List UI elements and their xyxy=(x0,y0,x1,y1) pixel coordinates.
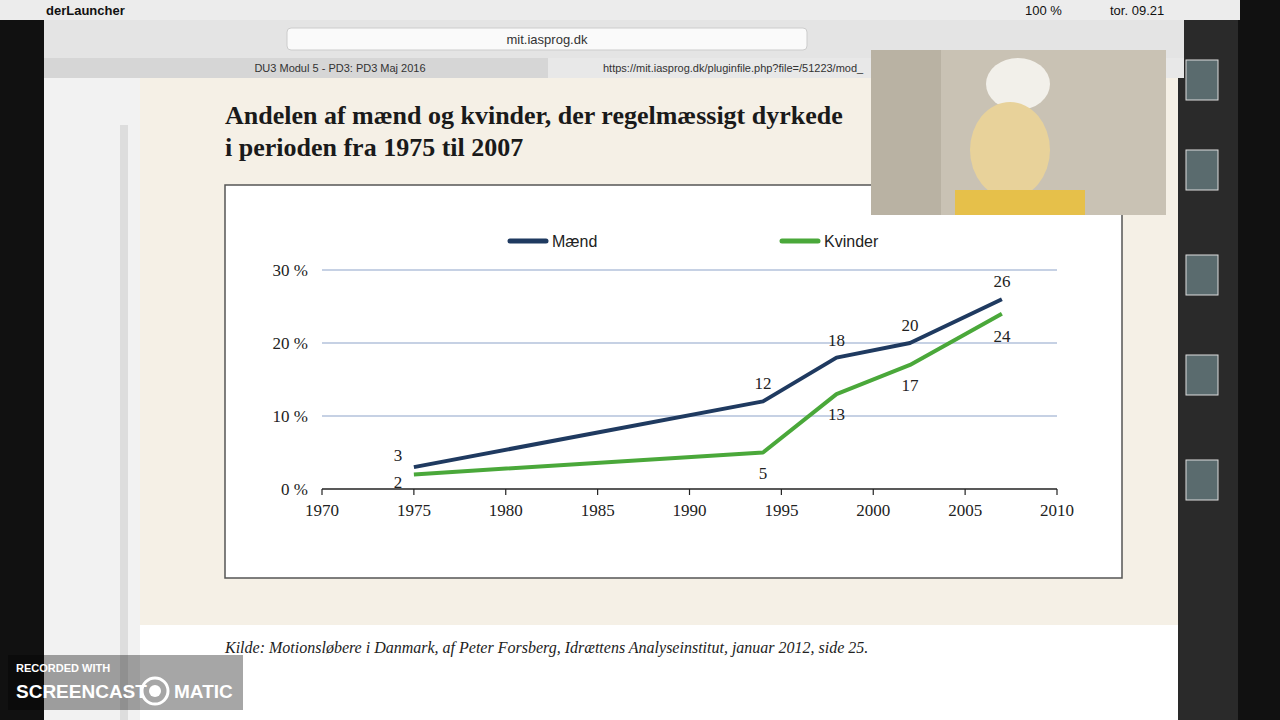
address: mit.iasprog.dk xyxy=(507,32,588,47)
title: Andelen af mænd og kvinder, der regelmæs… xyxy=(225,101,843,162)
tab-title: DU3 Modul 5 - PD3: PD3 Maj 2016 xyxy=(254,62,425,74)
webcam-person-body xyxy=(955,190,1085,215)
data-label: 12 xyxy=(755,374,772,393)
legend-swatch xyxy=(510,239,546,244)
page-lower xyxy=(140,625,1178,720)
sidebar xyxy=(44,78,140,720)
page xyxy=(140,78,1178,720)
desktop-icon xyxy=(1186,60,1218,100)
x-tick xyxy=(597,489,598,495)
chart-frame xyxy=(225,185,1122,578)
y-tick-label: 10 % xyxy=(273,407,308,426)
app-name: derLauncher xyxy=(46,3,125,18)
x-tick xyxy=(873,489,874,495)
y-tick-label: 20 % xyxy=(273,334,308,353)
legend-label: Mænd xyxy=(552,233,597,250)
x-tick-label: 2010 xyxy=(1040,501,1074,520)
clock: tor. 09.21 xyxy=(1110,3,1164,18)
x-tick-label: 2000 xyxy=(856,501,890,520)
desktop-strip xyxy=(1178,20,1238,720)
watermark-logo xyxy=(142,678,168,704)
data-label: 5 xyxy=(759,464,768,483)
x-tick xyxy=(965,489,966,495)
x-tick xyxy=(781,489,782,495)
address-bar[interactable] xyxy=(287,28,807,50)
data-label: 18 xyxy=(828,331,845,350)
watermark: RECORDED WITH xyxy=(16,662,110,674)
data-label: 2 xyxy=(394,473,403,492)
data-label: 26 xyxy=(993,272,1010,291)
plot-marks xyxy=(414,299,1002,474)
watermark-logo xyxy=(149,685,161,697)
y-tick-label: 30 % xyxy=(273,261,308,280)
webcam xyxy=(871,50,1166,215)
x-tick-label: 1970 xyxy=(305,501,339,520)
grid-line xyxy=(322,269,1057,270)
desktop-icon xyxy=(1186,460,1218,500)
x-tick-label: 1985 xyxy=(581,501,615,520)
x-tick xyxy=(689,489,690,495)
title-line: Andelen af mænd og kvinder, der regelmæs… xyxy=(225,101,843,130)
battery: 100 % xyxy=(1025,3,1062,18)
watermark-bg xyxy=(8,655,243,710)
watermark: SCREENCAST xyxy=(16,681,147,702)
title-line: i perioden fra 1975 til 2007 xyxy=(225,133,523,162)
x-tick xyxy=(413,489,414,495)
sidebar-scroll xyxy=(120,125,128,720)
data-label: 20 xyxy=(902,316,919,335)
legend-swatch xyxy=(782,239,818,244)
series-line xyxy=(414,314,1002,475)
data-label: 17 xyxy=(902,376,920,395)
desktop-icon xyxy=(1186,355,1218,395)
x-tick xyxy=(1056,489,1057,495)
data-label: 13 xyxy=(828,405,845,424)
x-tick-label: 2005 xyxy=(948,501,982,520)
desktop xyxy=(0,0,1280,720)
legend-label: Kvinder xyxy=(824,233,879,250)
x-tick xyxy=(505,489,506,495)
desktop-icon xyxy=(1186,150,1218,190)
data-label: 3 xyxy=(394,446,403,465)
webcam-shelf xyxy=(871,50,941,215)
x-tick-label: 1995 xyxy=(764,501,798,520)
y-tick-label: 0 % xyxy=(281,480,308,499)
series-line xyxy=(414,299,1002,467)
x-tick xyxy=(321,489,322,495)
webcam-person xyxy=(970,102,1050,198)
watermark: MATIC xyxy=(174,681,233,702)
x-tick-label: 1980 xyxy=(489,501,523,520)
source: Kilde: Motionsløbere i Danmark, af Peter… xyxy=(224,639,868,657)
x-tick-label: 1975 xyxy=(397,501,431,520)
x-tick-label: 1990 xyxy=(673,501,707,520)
screen: derLauncher 100 % tor. 09.21 mit.iasprog.dk… xyxy=(0,0,1280,720)
data-label: 24 xyxy=(993,327,1011,346)
menu-bar xyxy=(0,0,1240,20)
webcam-lamp xyxy=(986,58,1050,110)
desktop-icon xyxy=(1186,255,1218,295)
tab-title: https://mit.iasprog.dk/pluginfile.php?fi… xyxy=(603,62,864,74)
